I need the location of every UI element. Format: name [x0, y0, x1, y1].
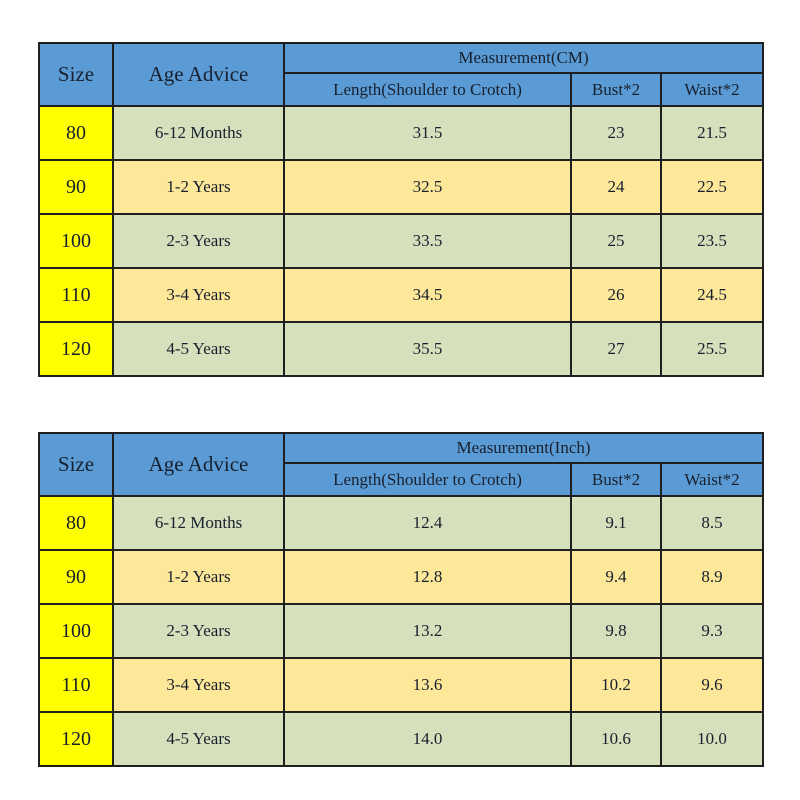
cell-length: 35.5 [283, 321, 572, 377]
table-row: 80 6-12 Months 31.5 23 21.5 [38, 105, 765, 161]
cell-age: 3-4 Years [112, 267, 285, 323]
header-size: Size [38, 432, 114, 497]
cell-size: 110 [38, 657, 114, 713]
cell-size: 110 [38, 267, 114, 323]
cell-age: 1-2 Years [112, 549, 285, 605]
cell-size: 80 [38, 105, 114, 161]
header-waist: Waist*2 [659, 72, 765, 107]
cell-age: 4-5 Years [112, 711, 285, 767]
cell-length: 12.8 [283, 549, 572, 605]
header-row-top: Size Age Advice Measurement(Inch) [38, 432, 765, 497]
cell-length: 32.5 [283, 159, 572, 215]
header-age-advice: Age Advice [112, 42, 285, 107]
table-row: 100 2-3 Years 13.2 9.8 9.3 [38, 603, 765, 659]
size-table-inch: Size Age Advice Measurement(Inch) Length… [38, 432, 765, 767]
table-row: 110 3-4 Years 13.6 10.2 9.6 [38, 657, 765, 713]
size-table-cm: Size Age Advice Measurement(CM) Length(S… [38, 42, 765, 377]
cell-bust: 26 [570, 267, 662, 323]
cell-bust: 27 [570, 321, 662, 377]
header-row-sub: Length(Shoulder to Crotch) Bust*2 Waist*… [39, 72, 765, 107]
cell-waist: 8.5 [659, 495, 765, 551]
cell-bust: 9.8 [570, 603, 662, 659]
header-measurement-group: Measurement(CM) [282, 42, 765, 74]
cell-length: 33.5 [283, 213, 572, 269]
cell-size: 80 [38, 495, 114, 551]
cell-waist: 25.5 [659, 321, 765, 377]
table-row: 80 6-12 Months 12.4 9.1 8.5 [38, 495, 765, 551]
size-charts: Size Age Advice Measurement(CM) Length(S… [38, 42, 765, 767]
cell-length: 14.0 [283, 711, 572, 767]
cell-age: 2-3 Years [112, 603, 285, 659]
cell-bust: 10.2 [570, 657, 662, 713]
header-length: Length(Shoulder to Crotch) [283, 72, 572, 107]
cell-age: 4-5 Years [112, 321, 285, 377]
cell-size: 90 [38, 159, 114, 215]
header-waist: Waist*2 [659, 462, 765, 497]
cell-length: 31.5 [283, 105, 572, 161]
header-bust: Bust*2 [570, 462, 662, 497]
header-size: Size [38, 42, 114, 107]
table-row: 90 1-2 Years 32.5 24 22.5 [38, 159, 765, 215]
cell-bust: 25 [570, 213, 662, 269]
cell-size: 120 [38, 711, 114, 767]
cell-age: 2-3 Years [112, 213, 285, 269]
header-row-top: Size Age Advice Measurement(CM) [38, 42, 765, 107]
header-row-sub: Length(Shoulder to Crotch) Bust*2 Waist*… [39, 462, 765, 497]
cell-bust: 24 [570, 159, 662, 215]
cell-length: 12.4 [283, 495, 572, 551]
header-measurement-group: Measurement(Inch) [282, 432, 765, 464]
cell-length: 34.5 [283, 267, 572, 323]
cell-waist: 21.5 [659, 105, 765, 161]
cell-bust: 9.4 [570, 549, 662, 605]
cell-waist: 10.0 [659, 711, 765, 767]
table-row: 120 4-5 Years 35.5 27 25.5 [38, 321, 765, 377]
cell-waist: 9.3 [659, 603, 765, 659]
cell-waist: 8.9 [659, 549, 765, 605]
cell-length: 13.2 [283, 603, 572, 659]
cell-age: 1-2 Years [112, 159, 285, 215]
header-age-advice: Age Advice [112, 432, 285, 497]
cell-waist: 22.5 [659, 159, 765, 215]
table-row: 90 1-2 Years 12.8 9.4 8.9 [38, 549, 765, 605]
table-row: 120 4-5 Years 14.0 10.6 10.0 [38, 711, 765, 767]
cell-age: 6-12 Months [112, 495, 285, 551]
cell-bust: 10.6 [570, 711, 662, 767]
cell-bust: 9.1 [570, 495, 662, 551]
cell-waist: 9.6 [659, 657, 765, 713]
cell-waist: 23.5 [659, 213, 765, 269]
table-row: 100 2-3 Years 33.5 25 23.5 [38, 213, 765, 269]
header-length: Length(Shoulder to Crotch) [283, 462, 572, 497]
cell-size: 100 [38, 213, 114, 269]
cell-size: 120 [38, 321, 114, 377]
header-bust: Bust*2 [570, 72, 662, 107]
cell-bust: 23 [570, 105, 662, 161]
cell-age: 6-12 Months [112, 105, 285, 161]
cell-age: 3-4 Years [112, 657, 285, 713]
cell-size: 90 [38, 549, 114, 605]
table-row: 110 3-4 Years 34.5 26 24.5 [38, 267, 765, 323]
cell-waist: 24.5 [659, 267, 765, 323]
cell-size: 100 [38, 603, 114, 659]
cell-length: 13.6 [283, 657, 572, 713]
